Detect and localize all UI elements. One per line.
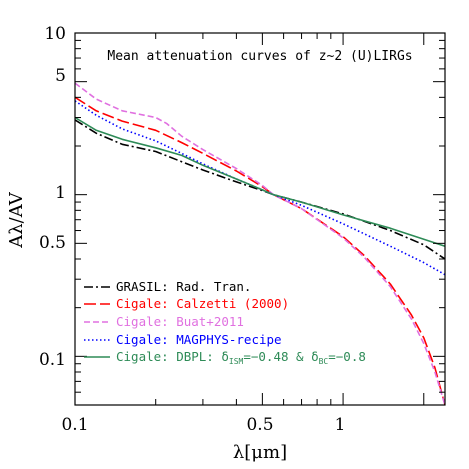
legend-subscript: ISM [229,357,244,366]
legend-subscript: BC [319,357,329,366]
legend-item: Cigale: MAGPHYS-recipe [84,332,282,347]
plot-marks [75,82,445,405]
y-tick-label-0.5: 0.5 [39,233,66,253]
series-line [75,100,445,276]
y-tick-label-10: 10 [44,24,66,44]
legend-label: Cigale: Calzetti (2000) [116,296,289,311]
legend-item: Cigale: Buat+2011 [84,314,244,329]
x-axis-title: λ[μm] [233,442,287,463]
legend-label: GRASIL: Rad. Tran. [116,279,251,294]
series-line [75,96,445,405]
x-tick-label-1: 1 [335,415,346,435]
y-tick-label-0.1: 0.1 [39,350,66,370]
series-line [75,82,445,405]
plot-frame [74,32,446,406]
legend: GRASIL: Rad. Tran. Cigale: Calzetti (200… [84,279,366,366]
x-tick-label-0.5: 0.5 [246,415,273,435]
chart-title: Mean attenuation curves of z~2 (U)LIRGs [107,49,412,64]
y-tick-label-1: 1 [55,183,66,203]
y-tick-label-5: 5 [55,66,66,86]
legend-item: Cigale: Calzetti (2000) [84,296,289,311]
y-axis-title: Aλ/AV [6,191,27,249]
series-line [75,119,445,260]
legend-label: Cigale: DBPL: δISM=−0.48 & δBC=−0.8 [116,349,366,366]
series-line [75,116,445,247]
legend-label: Cigale: Buat+2011 [116,314,244,329]
legend-label: Cigale: MAGPHYS-recipe [116,332,282,347]
legend-item: GRASIL: Rad. Tran. [84,279,251,294]
legend-item: Cigale: DBPL: δISM=−0.48 & δBC=−0.8 [84,349,366,366]
x-tick-label-0.1: 0.1 [61,415,88,435]
